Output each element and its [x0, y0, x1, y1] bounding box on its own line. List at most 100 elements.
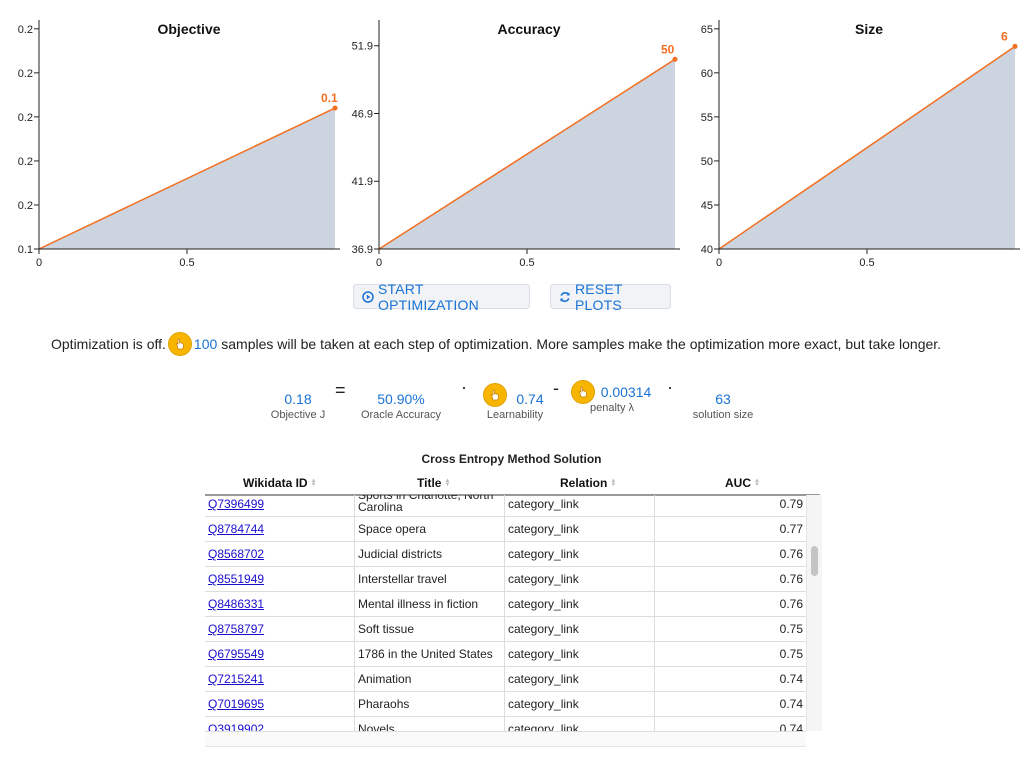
size-label: solution size: [692, 409, 754, 421]
reset-plots-button[interactable]: RESET PLOTS: [550, 281, 671, 313]
reset-plots-label: RESET PLOTS: [575, 280, 623, 313]
auc-cell: 0.74: [779, 697, 803, 711]
objective-chart: 0.1 0.1 0.2 0.2 0.2 0.2 0.2 0 0.5 Objective: [0, 0, 340, 275]
y-tick-label: 51.9: [352, 41, 373, 53]
auc-cell: 0.76: [779, 547, 803, 561]
series-line: [38, 107, 336, 250]
table-row: Q8551949 Interstellar travel category_li…: [205, 567, 806, 592]
y-tick-label: 0.2: [18, 112, 33, 124]
relation-cell: category_link: [505, 517, 655, 541]
table-row: Q8568702 Judicial districts category_lin…: [205, 542, 806, 567]
table-body[interactable]: Q7396499 Sports in Charlotte, North Caro…: [205, 495, 806, 731]
end-point: [672, 56, 678, 62]
table-row: Q8486331 Mental illness in fiction categ…: [205, 592, 806, 617]
series-line: [378, 58, 676, 250]
objective-value: 0.18: [284, 391, 312, 407]
end-value-label: 50: [661, 42, 675, 56]
auc-cell: 0.76: [779, 572, 803, 586]
wikidata-link[interactable]: Q7396499: [208, 497, 265, 511]
multiply-dot-1: ·: [461, 377, 467, 397]
series-line: [718, 45, 1016, 250]
table-scrollbar[interactable]: [806, 495, 822, 731]
penalty-label: penalty λ: [589, 402, 635, 414]
y-tick-label: 55: [701, 112, 713, 124]
auc-cell: 0.74: [779, 672, 803, 686]
y-tick-label: 0.2: [18, 24, 33, 36]
y-tick-label: 50: [701, 156, 713, 168]
wikidata-link[interactable]: Q7019695: [208, 697, 265, 711]
status-suffix: samples will be taken at each step of op…: [221, 336, 942, 352]
title-cell: Mental illness in fiction: [355, 592, 505, 616]
y-tick-label: 60: [701, 68, 713, 80]
relation-cell: category_link: [505, 542, 655, 566]
table-footer: [205, 731, 806, 747]
wikidata-link[interactable]: Q3919902: [208, 722, 265, 731]
size-value: 63: [715, 391, 731, 407]
relation-cell: category_link: [505, 667, 655, 691]
hand-pointer-icon[interactable]: [167, 332, 192, 356]
x-tick-label: 0.5: [519, 257, 534, 269]
status-prefix: Optimization is off.: [51, 336, 166, 352]
chart-title: Accuracy: [497, 21, 560, 37]
learnability-value[interactable]: 0.74: [516, 391, 544, 407]
end-value-label: 0.1: [321, 91, 338, 105]
wikidata-link[interactable]: Q8784744: [208, 522, 265, 536]
wikidata-link[interactable]: Q6795549: [208, 647, 265, 661]
title-cell: Space opera: [355, 517, 505, 541]
wikidata-link[interactable]: Q8486331: [208, 597, 265, 611]
x-tick-label: 0.5: [859, 257, 874, 269]
wikidata-link[interactable]: Q8758797: [208, 622, 265, 636]
samples-count[interactable]: 100: [193, 336, 218, 352]
header-relation[interactable]: Relation ▲ ▼: [560, 476, 617, 490]
start-optimization-button[interactable]: START OPTIMIZATION: [353, 281, 530, 313]
relation-cell: category_link: [505, 642, 655, 666]
auc-cell: 0.75: [779, 647, 803, 661]
x-tick-label: 0.5: [179, 257, 194, 269]
y-tick-label: 36.9: [352, 244, 373, 256]
relation-cell: category_link: [505, 692, 655, 716]
sort-icon: ▲ ▼: [754, 478, 760, 488]
header-wikidata-id[interactable]: Wikidata ID ▲ ▼: [243, 476, 317, 490]
title-cell: Judicial districts: [355, 542, 505, 566]
minus-sign: -: [553, 378, 559, 398]
x-tick-label: 0: [376, 257, 382, 269]
y-tick-label: 0.2: [18, 200, 33, 212]
y-tick-label: 45: [701, 200, 713, 212]
sort-icon: ▲ ▼: [310, 478, 317, 488]
header-auc[interactable]: AUC ▲ ▼: [725, 476, 760, 490]
accuracy-value: 50.90%: [377, 391, 425, 407]
y-tick-label: 65: [701, 24, 713, 36]
wikidata-link[interactable]: Q8551949: [208, 572, 265, 586]
end-point: [1012, 43, 1018, 49]
y-tick-label: 40: [701, 244, 713, 256]
auc-cell: 0.74: [779, 722, 803, 731]
wikidata-link[interactable]: Q8568702: [208, 547, 265, 561]
play-circle-icon: [362, 290, 374, 303]
penalty-value[interactable]: 0.00314: [600, 384, 652, 400]
table-row: Q3919902 Novels category_link 0.74: [205, 717, 806, 731]
title-cell: Sports in Charlotte, North Carolina: [355, 495, 505, 516]
start-optimization-label: START OPTIMIZATION: [378, 280, 479, 313]
table-row: Q7215241 Animation category_link 0.74: [205, 667, 806, 692]
table-row: Q8784744 Space opera category_link 0.77: [205, 517, 806, 542]
relation-cell: category_link: [505, 495, 655, 516]
auc-cell: 0.76: [779, 597, 803, 611]
table-row: Q6795549 1786 in the United States categ…: [205, 642, 806, 667]
learnability-label: Learnability: [486, 409, 544, 421]
learnability-hand-icon[interactable]: [483, 383, 507, 407]
refresh-icon: [559, 291, 571, 303]
wikidata-link[interactable]: Q7215241: [208, 672, 265, 686]
x-tick-label: 0: [716, 257, 722, 269]
auc-cell: 0.77: [779, 522, 803, 536]
table-header: Wikidata ID ▲ ▼ Title ▲ ▼ Relation ▲ ▼ AUC …: [205, 474, 820, 496]
x-tick-label: 0: [36, 257, 42, 269]
scrollbar-thumb[interactable]: [811, 546, 818, 576]
accuracy-chart: 50 36.9 41.9 46.9 51.9 0 0.5 Accuracy: [340, 0, 680, 275]
penalty-hand-icon[interactable]: [571, 380, 595, 404]
accuracy-label: Oracle Accuracy: [360, 409, 442, 421]
y-tick-label: 0.2: [18, 156, 33, 168]
table-row: Q7396499 Sports in Charlotte, North Caro…: [205, 495, 806, 517]
sort-icon: ▲ ▼: [444, 478, 451, 488]
header-title[interactable]: Title ▲ ▼: [417, 476, 451, 490]
title-cell: 1786 in the United States: [355, 642, 505, 666]
